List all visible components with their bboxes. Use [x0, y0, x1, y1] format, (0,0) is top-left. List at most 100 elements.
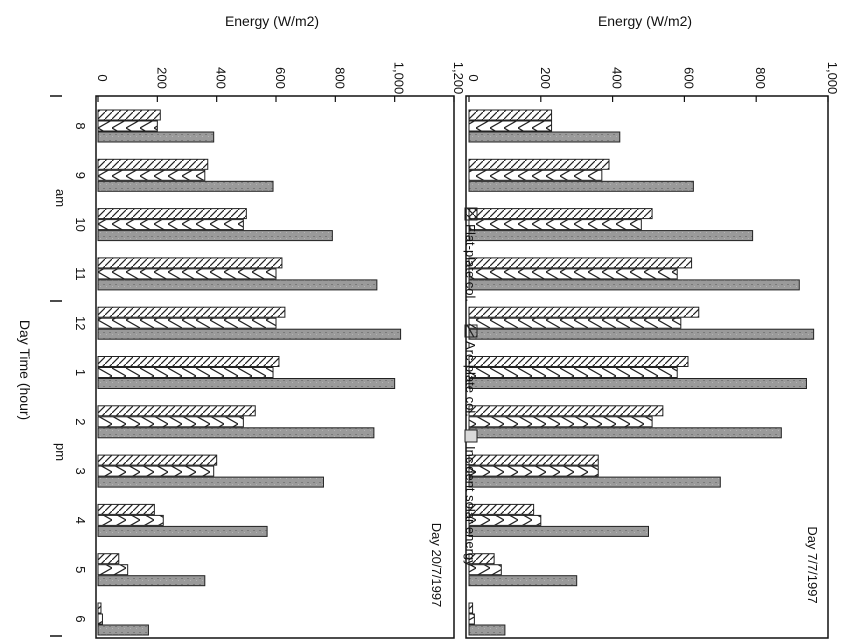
y-tick: 0: [95, 74, 110, 102]
legend-item-arc: Arc-plate col.: [463, 324, 478, 417]
am-label: am: [53, 189, 68, 207]
panel2-subtitle: Day 20/7/1997: [429, 523, 444, 608]
y-tick: 600: [273, 67, 288, 102]
bar-incident: [468, 624, 506, 636]
x-tick-label: 12: [73, 316, 88, 330]
bar-arc: [468, 367, 678, 378]
legend-label-incident: Incident solar energy: [463, 446, 478, 567]
bar-arc: [97, 465, 215, 477]
x-tick-label: 4: [73, 517, 88, 524]
x-tick-label: 8: [460, 125, 461, 127]
bar-incident: [468, 180, 694, 192]
pm-label: pm: [53, 443, 68, 461]
y-tick-label: 600: [681, 67, 696, 89]
legend-swatch-arc: [464, 324, 478, 338]
y-tick-label: 800: [332, 67, 347, 89]
y-tick: 400: [610, 67, 625, 102]
panel1-ylabel: Energy (W/m2): [598, 13, 692, 29]
legend-label-arc: Arc-plate col.: [463, 341, 478, 417]
x-tick-label: 1: [460, 372, 461, 374]
bar-flat: [468, 405, 664, 417]
y-tick-label: 1,200: [451, 62, 466, 95]
y-tick: 1,000: [392, 62, 407, 102]
y-tick-label: 1,000: [392, 62, 407, 95]
y-tick-label: 200: [154, 67, 169, 89]
bar-flat: [468, 356, 689, 367]
y-tick-label: 400: [610, 67, 625, 89]
legend-swatch-flat: [464, 207, 478, 221]
panel2-plot-frame: [95, 95, 455, 639]
bar-arc: [468, 416, 653, 428]
x-tick-label: 9: [73, 172, 88, 179]
x-tick-label: 3: [460, 470, 461, 472]
y-tick: 800: [753, 67, 768, 102]
bar-arc: [468, 613, 475, 625]
x-tick-label: 10: [459, 224, 461, 226]
legend-label-flat: Flat-plate col.: [463, 224, 478, 302]
x-tick-label: 5: [460, 569, 461, 571]
y-tick: 200: [538, 67, 553, 102]
legend: Flat-plate col. Arc-plate col. Incident …: [463, 207, 478, 567]
bar-incident: [468, 378, 807, 389]
bar-flat: [468, 602, 474, 614]
panel1-subtitle: Day 7/7/1997: [805, 526, 820, 603]
x-tick-label: 5: [73, 566, 88, 573]
legend-swatch-incident: [464, 429, 478, 443]
bar-arc: [97, 514, 164, 526]
bar-arc: [97, 268, 277, 280]
y-tick-label: 200: [538, 67, 553, 89]
panel2-y-ticks: 0 200 400 600 800 1,000 1,200: [95, 62, 466, 102]
bar-arc: [468, 169, 603, 181]
bar-flat: [97, 306, 286, 318]
panel1-bars: [468, 109, 815, 636]
y-tick-label: 0: [466, 74, 481, 81]
x-tick-label: 11: [459, 273, 460, 275]
bar-incident: [97, 180, 274, 192]
bar-arc: [97, 120, 158, 132]
y-tick: 800: [332, 67, 347, 102]
bar-flat: [97, 553, 120, 565]
bar-incident: [97, 279, 378, 291]
x-tick-label: 8: [73, 122, 88, 129]
bar-arc: [97, 613, 103, 625]
bar-arc: [97, 219, 244, 231]
bar-flat: [468, 503, 535, 515]
y-tick-label: 0: [95, 74, 110, 81]
x-tick-label: 1: [73, 369, 88, 376]
x-tick-label: 12: [459, 322, 461, 324]
bar-flat: [97, 503, 155, 515]
x-tick-label: 6: [73, 615, 88, 622]
y-tick-label: 600: [273, 67, 288, 89]
bar-arc: [468, 120, 553, 132]
bar-incident: [468, 328, 815, 340]
y-tick: 400: [214, 67, 229, 102]
y-tick-label: 400: [214, 67, 229, 89]
x-tick-label: 3: [73, 467, 88, 474]
bar-flat: [468, 553, 495, 565]
bar-incident: [97, 525, 268, 537]
bar-incident: [468, 230, 754, 242]
bar-flat: [468, 257, 693, 269]
bar-incident: [468, 279, 800, 291]
bar-incident: [97, 378, 396, 389]
bar-flat: [97, 208, 247, 220]
bar-incident: [97, 575, 206, 587]
bar-arc: [97, 416, 244, 428]
bar-arc: [468, 465, 599, 477]
bar-flat: [97, 454, 218, 466]
bar-arc: [97, 169, 206, 181]
bar-arc: [97, 317, 277, 329]
panel2-ylabel: Energy (W/m2): [225, 13, 319, 29]
bar-flat: [97, 602, 102, 614]
x-tick-label: 6: [460, 618, 461, 620]
bar-incident: [97, 427, 375, 439]
bar-flat: [97, 158, 209, 170]
y-tick: 200: [154, 67, 169, 102]
bar-flat: [97, 356, 280, 367]
bar-arc: [468, 564, 502, 576]
bar-incident: [468, 131, 621, 143]
x-tick-label: 10: [73, 217, 88, 231]
x-tick-label: 9: [460, 174, 461, 176]
bar-arc: [468, 219, 642, 231]
